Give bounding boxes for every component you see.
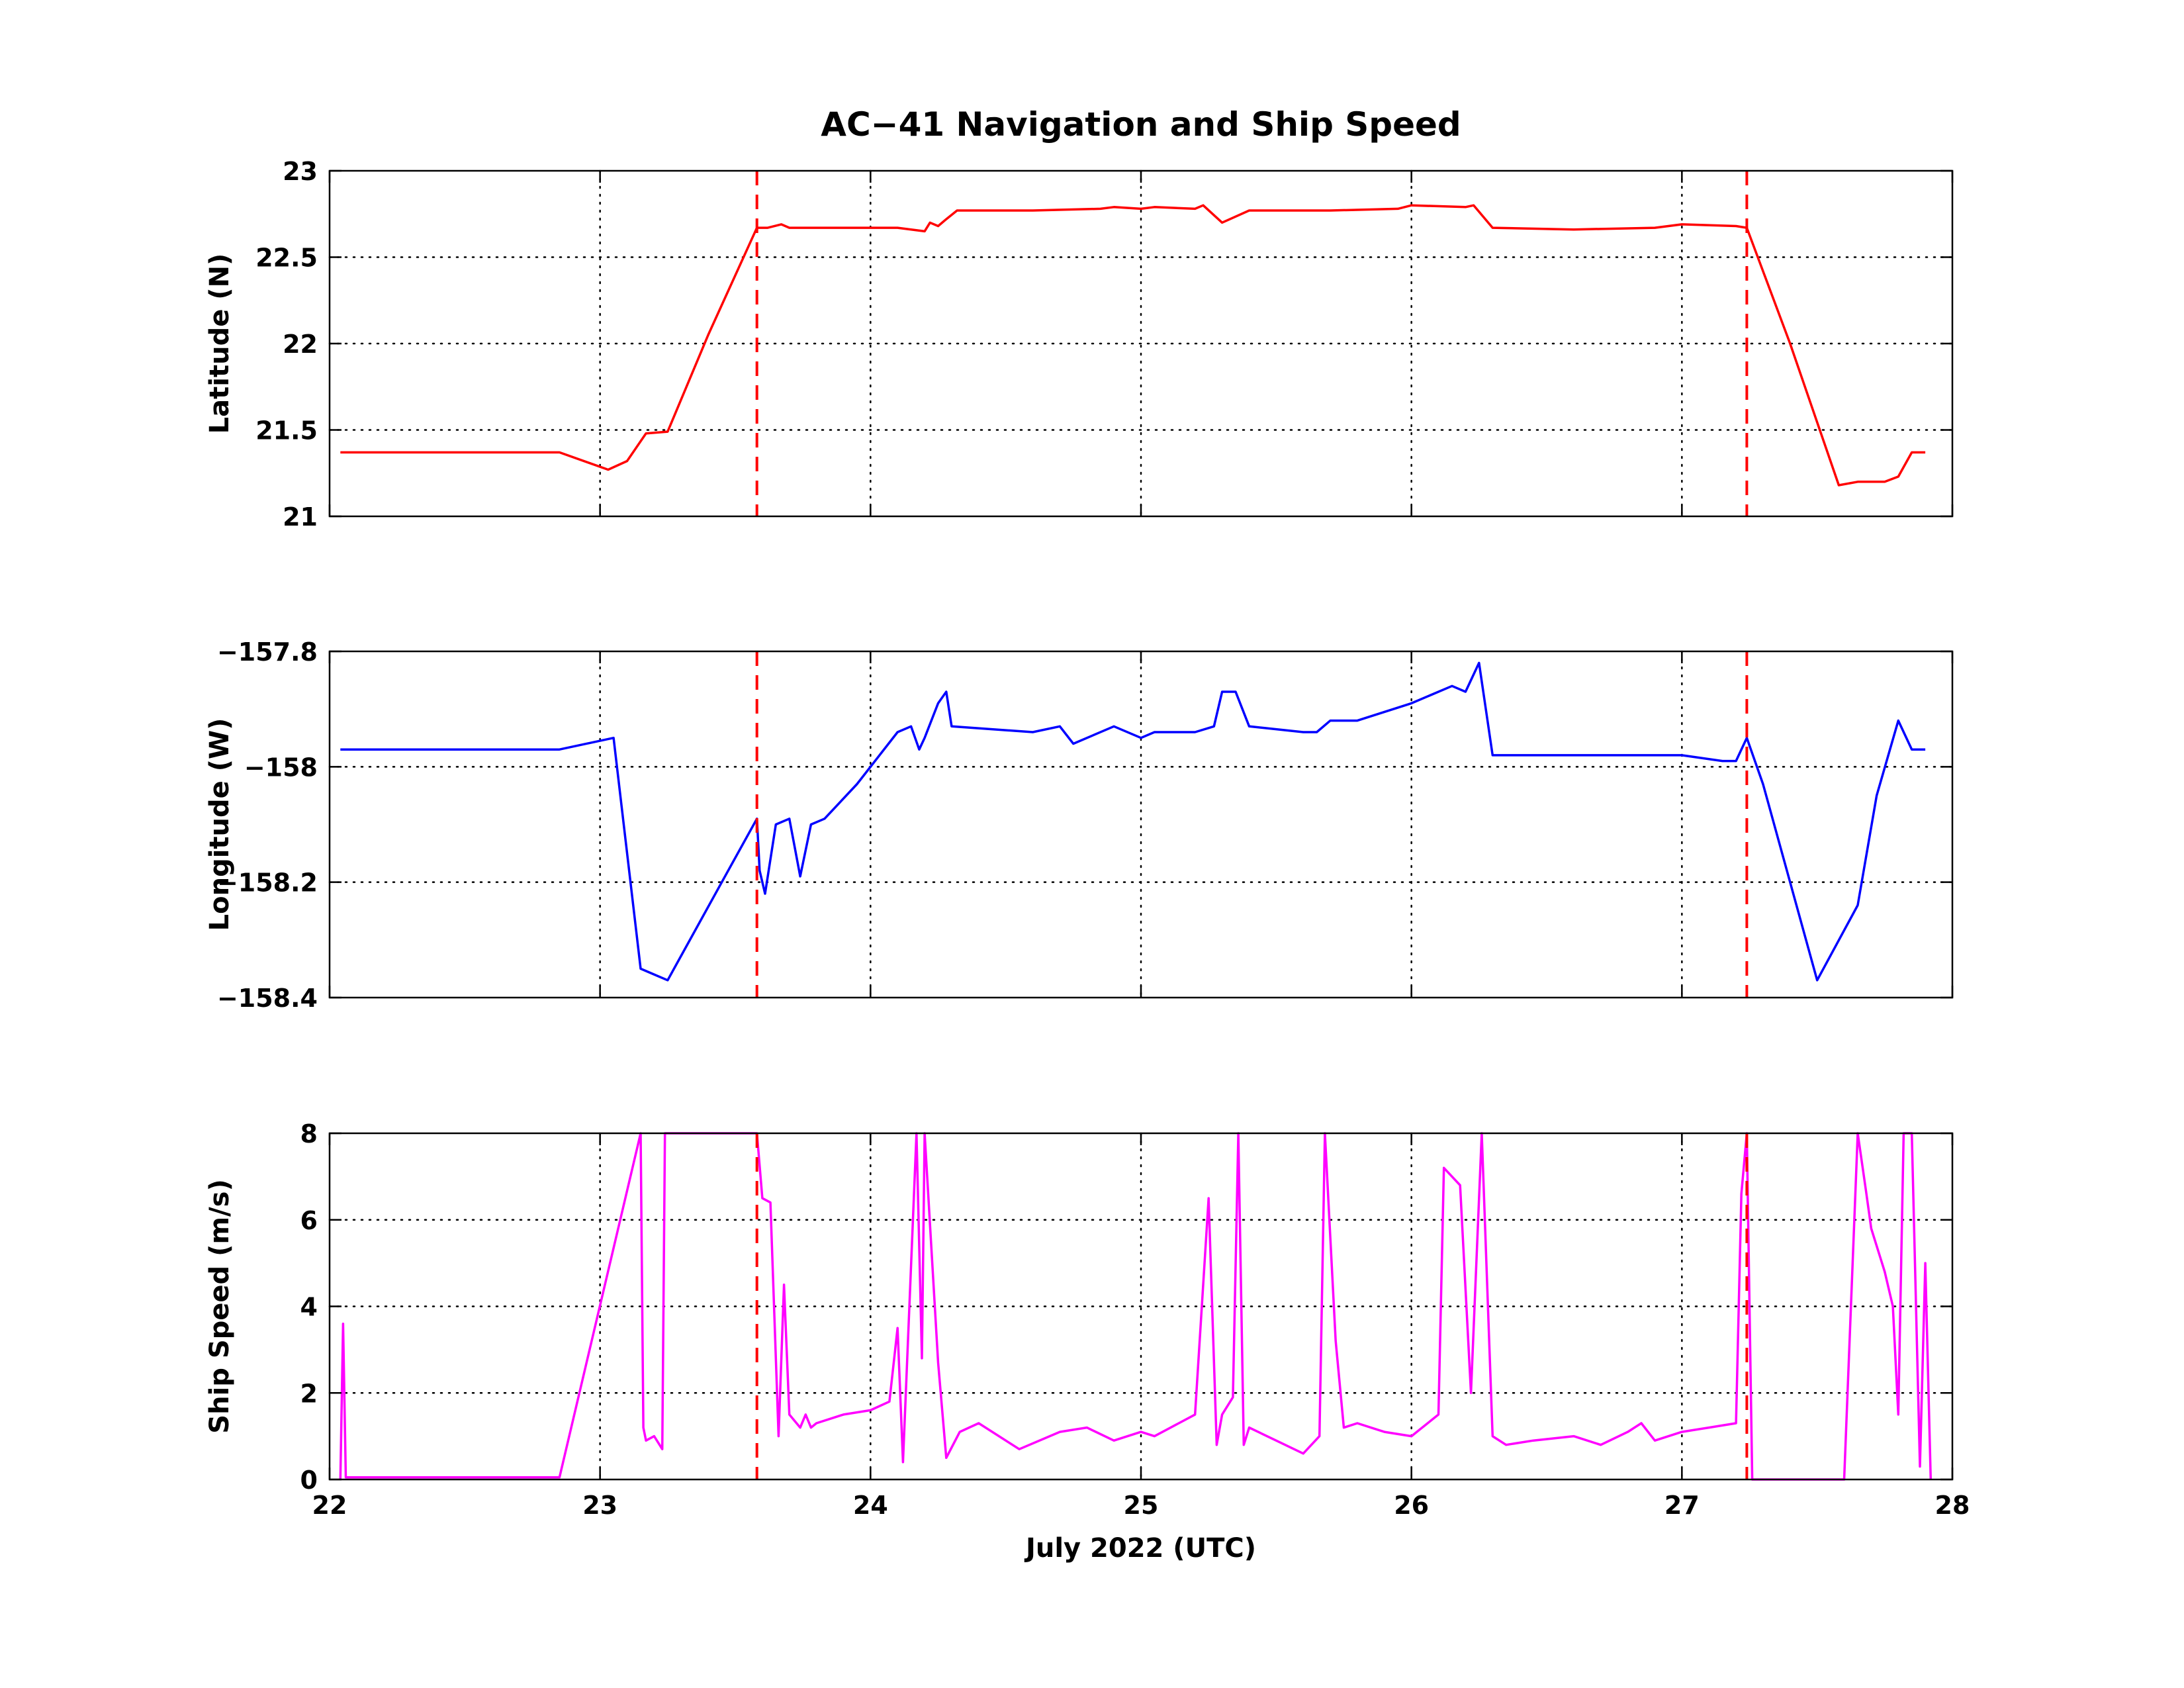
latitude-y-tick-label: 21 (283, 502, 318, 532)
longitude-y-tick-label: −157.8 (217, 637, 318, 667)
ship-speed-x-tick-label: 27 (1664, 1491, 1700, 1520)
longitude-y-tick-label: −158.4 (217, 984, 318, 1013)
ship-speed-y-tick-label: 6 (300, 1206, 318, 1235)
ship-speed-y-axis-label: Ship Speed (m/s) (205, 1179, 235, 1433)
chart-title: AC−41 Navigation and Ship Speed (821, 105, 1461, 144)
ship-speed-y-tick-label: 4 (300, 1293, 318, 1322)
latitude-y-tick-label: 22.5 (255, 244, 318, 273)
ship-speed-y-tick-label: 2 (300, 1379, 318, 1408)
ship-speed-x-tick-label: 22 (312, 1491, 347, 1520)
latitude-y-tick-label: 23 (283, 157, 318, 186)
x-axis-label: July 2022 (UTC) (1024, 1533, 1256, 1564)
ship-speed-series-line (339, 1132, 1933, 1481)
ship-speed-x-tick-label: 25 (1124, 1491, 1159, 1520)
latitude-y-tick-label: 22 (283, 330, 318, 359)
longitude-y-axis-label: Longitude (W) (205, 718, 235, 931)
latitude-panel: 21 21.5 22 22.5 23 Latitude (N) (205, 157, 1954, 532)
ship-speed-x-tick-label: 23 (582, 1491, 617, 1520)
ship-speed-y-tick-label: 0 (300, 1466, 318, 1495)
latitude-y-tick-label: 21.5 (255, 416, 318, 445)
ship-speed-x-tick-label: 24 (853, 1491, 888, 1520)
longitude-y-tick-label: −158 (244, 753, 318, 782)
ship-speed-x-tick-label: 28 (1935, 1491, 1970, 1520)
longitude-panel: −158.4 −158.2 −158 −157.8 Longitude (W) (205, 637, 1954, 1013)
latitude-y-axis-label: Latitude (N) (205, 254, 235, 434)
latitude-series-line (340, 204, 1926, 487)
ship-speed-y-tick-label: 8 (300, 1119, 318, 1149)
longitude-y-tick-label: −158.2 (217, 868, 318, 898)
longitude-series-line (340, 661, 1926, 982)
ship-speed-x-tick-label: 26 (1394, 1491, 1429, 1520)
